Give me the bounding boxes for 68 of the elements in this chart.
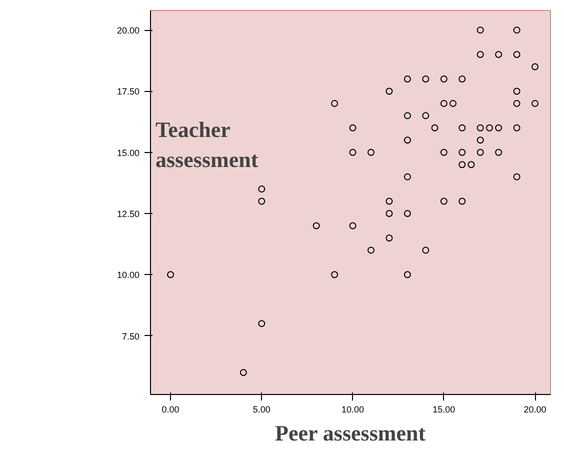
point	[440, 100, 448, 107]
point	[404, 271, 411, 278]
point	[532, 63, 539, 70]
point	[495, 51, 502, 58]
point	[404, 112, 411, 120]
point	[368, 246, 374, 254]
x-axis-title: Peer assessment	[275, 420, 426, 446]
x-tick-label: 20.00	[524, 404, 546, 414]
y-tick-label: 17.50	[116, 86, 140, 97]
point	[486, 124, 493, 132]
point	[513, 100, 520, 107]
point	[258, 198, 266, 205]
y-tick-label: 7.50	[122, 331, 140, 342]
point	[386, 88, 393, 95]
point	[513, 124, 520, 132]
point	[513, 26, 520, 34]
point	[331, 271, 338, 278]
y-axis-title: Teacher assessment	[156, 117, 259, 172]
point	[404, 136, 411, 144]
point	[476, 26, 484, 34]
x-tick-label: 10.00	[342, 404, 364, 414]
point	[458, 198, 466, 205]
point	[349, 148, 356, 156]
point	[240, 368, 247, 376]
point	[167, 271, 174, 278]
point	[458, 124, 466, 132]
y-tick-label: 15.00	[116, 148, 140, 158]
point	[440, 75, 448, 82]
point	[458, 75, 466, 82]
point	[431, 124, 438, 132]
point	[458, 161, 466, 168]
x-tick-label: 15.00	[432, 404, 456, 414]
point	[440, 148, 448, 156]
point	[386, 234, 393, 242]
y-tick-label: 20.00	[116, 26, 140, 36]
point	[331, 100, 338, 107]
point	[368, 148, 374, 156]
point	[476, 136, 484, 144]
point	[349, 222, 356, 230]
point	[476, 148, 484, 156]
point	[258, 320, 266, 328]
point	[476, 124, 484, 132]
point	[312, 222, 320, 230]
point	[476, 51, 484, 58]
point	[450, 100, 457, 107]
point	[349, 124, 356, 132]
point	[422, 246, 430, 254]
point	[513, 88, 520, 95]
point	[468, 161, 475, 168]
point	[532, 100, 539, 107]
point	[404, 210, 411, 217]
point	[422, 112, 430, 120]
point	[513, 51, 520, 58]
x-tick-label: 5.00	[252, 404, 270, 414]
x-tick-label: 0.00	[162, 404, 180, 414]
point	[440, 198, 448, 205]
point	[422, 75, 430, 82]
point	[404, 173, 411, 180]
y-tick-label: 12.50	[116, 209, 140, 220]
point	[404, 75, 411, 82]
point	[513, 173, 520, 180]
point	[258, 186, 266, 193]
point	[386, 210, 393, 217]
point	[495, 124, 502, 132]
point	[458, 148, 466, 156]
point	[495, 148, 502, 156]
y-tick-label: 10.00	[116, 270, 140, 280]
point	[386, 198, 393, 205]
